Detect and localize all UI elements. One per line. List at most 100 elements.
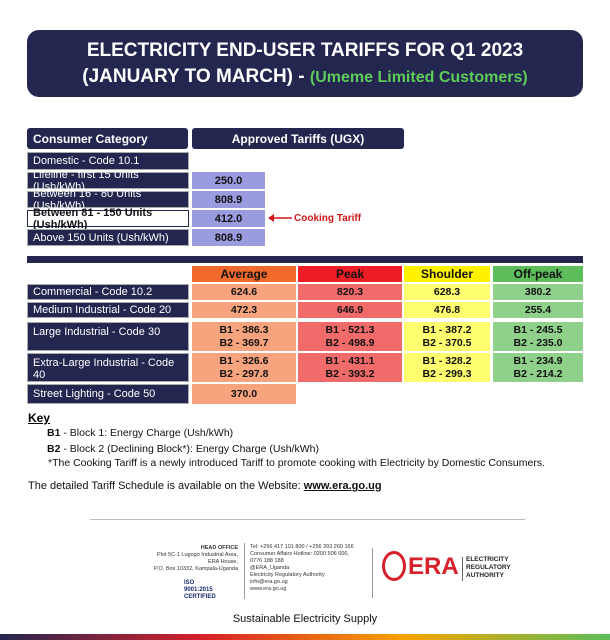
row-label: Medium Industrial - Code 20 (27, 302, 189, 318)
cell-line: B1 - 234.9 (513, 354, 563, 367)
cell-line: 476.8 (433, 303, 461, 316)
authority-line: REGULATORY (466, 564, 511, 571)
tariff-cell: 820.3 (298, 284, 402, 300)
cell-line: 628.3 (433, 285, 461, 298)
footer-divider (372, 548, 373, 598)
slogan: Sustainable Electricity Supply (232, 613, 378, 625)
website-line: The detailed Tariff Schedule is availabl… (28, 480, 382, 492)
cell-line: 255.4 (524, 303, 552, 316)
cell-line: B1 - 328.2 (422, 354, 472, 367)
tariff-cell: 380.2 (493, 284, 583, 300)
tariff-cell: 476.8 (404, 302, 490, 318)
cell-line: B2 - 235.0 (513, 336, 563, 349)
cell-line: B2 - 393.2 (325, 367, 375, 380)
logo-divider (462, 557, 463, 581)
key-text: - Block 1: Energy Charge (Ush/kWh) (63, 427, 234, 439)
authority-name: ELECTRICITY REGULATORY AUTHORITY (466, 556, 511, 580)
tariff-cell: B1 - 326.6 B2 - 297.8 (192, 353, 296, 382)
cell-line: B1 - 387.2 (422, 323, 472, 336)
iso-line: 9001:2015 (184, 587, 213, 593)
cell-line: B2 - 297.8 (219, 367, 269, 380)
section-label: Domestic - Code 10.1 (27, 152, 189, 170)
title-line1: ELECTRICITY END-USER TARIFFS FOR Q1 2023 (86, 40, 524, 61)
cell-line: 472.3 (230, 303, 258, 316)
arrow (268, 214, 292, 222)
title-highlight: (Umeme Limited Customers) (309, 69, 528, 86)
footer-divider (244, 543, 245, 599)
cell-line: B2 - 370.5 (422, 336, 472, 349)
tariff-value: 412.0 (192, 210, 265, 227)
key-title: Key (28, 411, 51, 425)
contacts: Tel: +256 417 101 800 / +256 393 260 166… (250, 544, 375, 593)
header-cell: Consumer Category (27, 128, 188, 149)
tariff-cell: B1 - 234.9 B2 - 214.2 (493, 353, 583, 382)
contact-line: Tel: +256 417 101 800 / +256 393 260 166 (250, 544, 354, 550)
row-label: Above 150 Units (Ush/kWh) (27, 229, 189, 246)
tariff-value: 808.9 (192, 191, 265, 208)
cell-line: 820.3 (336, 285, 364, 298)
iso-badge: ISO 9001:2015 CERTIFIED (184, 580, 216, 601)
cell-line: 646.9 (336, 303, 364, 316)
tariff-cell: 370.0 (192, 384, 296, 404)
annotation-text: Cooking Tariff (294, 212, 362, 224)
logo-text: ERA (408, 553, 459, 580)
column-header: Peak (298, 266, 402, 282)
title-line2: (JANUARY TO MARCH) - (Umeme Limited Cust… (27, 64, 583, 91)
key-item: B1 - Block 1: Energy Charge (Ush/kWh) (47, 425, 319, 441)
cell-line: B2 - 299.3 (422, 367, 472, 380)
row-label: Large Industrial - Code 30 (27, 322, 189, 351)
note: *The Cooking Tariff is a newly introduce… (48, 457, 546, 469)
website-link[interactable]: www.era.go.ug (303, 480, 382, 492)
address-line: HEAD OFFICE (200, 545, 238, 551)
row-label: Between 16 - 80 Units (Ush/kWh) (27, 188, 189, 212)
column-header: Shoulder (404, 266, 490, 282)
cell-line: B1 - 386.3 (219, 323, 269, 336)
cell-line: B1 - 326.6 (219, 354, 269, 367)
title-period: (JANUARY TO MARCH) - (82, 66, 305, 87)
contact-line: info@era.go.ug (250, 579, 288, 585)
divider-bar (27, 256, 583, 263)
contact-line: 0776 188 188 (250, 558, 284, 564)
tariff-cell: 472.3 (192, 302, 296, 318)
website-text: The detailed Tariff Schedule is availabl… (28, 480, 301, 492)
tariff-cell: 628.3 (404, 284, 490, 300)
cell-line: 370.0 (230, 387, 258, 400)
separator (90, 519, 525, 520)
contact-line: Electricity Regulatory Authority (250, 572, 325, 578)
key-code: B2 (47, 443, 61, 455)
key-item: B2 - Block 2 (Declining Block*): Energy … (47, 441, 319, 457)
address-line: ERA House, (208, 559, 238, 565)
contact-line: @ERA_Uganda (250, 565, 290, 571)
tariff-cell: 255.4 (493, 302, 583, 318)
column-header: Off-peak (493, 266, 583, 282)
iso-line: CERTIFIED (184, 594, 216, 600)
column-header: Average (192, 266, 296, 282)
cell-line: B2 - 214.2 (513, 367, 563, 380)
row-label: Commercial - Code 10.2 (27, 284, 189, 300)
title-box: ELECTRICITY END-USER TARIFFS FOR Q1 2023… (27, 30, 583, 97)
header-cell: Approved Tariffs (UGX) (192, 128, 404, 149)
cell-line: B1 - 521.3 (325, 323, 375, 336)
tariff-cell: B1 - 245.5 B2 - 235.0 (493, 322, 583, 351)
tariff-cell: 624.6 (192, 284, 296, 300)
authority-line: ELECTRICITY (466, 556, 509, 563)
tariff-cell: 646.9 (298, 302, 402, 318)
cell-line: 624.6 (230, 285, 258, 298)
cell-line: 380.2 (524, 285, 552, 298)
address-line: P.O. Box 10332, Kampala-Uganda (154, 566, 238, 572)
iso-line: ISO (184, 580, 195, 586)
row-label: Street Lighting - Code 50 (27, 384, 189, 404)
row-label: Lifeline - first 15 Units (Ush/kWh) (27, 169, 189, 193)
key-text: - Block 2 (Declining Block*): Energy Cha… (63, 443, 319, 455)
row-label: Between 81 - 150 Units (Ush/kWh) (27, 207, 189, 231)
tariff-value: 250.0 (192, 172, 265, 189)
authority-line: AUTHORITY (466, 572, 504, 579)
bottom-strip (0, 634, 610, 640)
contact-line: www.era.go.ug (250, 586, 287, 592)
address-line: Plot 5C-1 Lugogo Industrial Area, (156, 552, 238, 558)
tariff-cell: B1 - 328.2 B2 - 299.3 (404, 353, 490, 382)
contact-line: Consumer Affairs Hotline: 0200 506 000, (250, 551, 349, 557)
cell-line: B2 - 498.9 (325, 336, 375, 349)
tariff-cell: B1 - 387.2 B2 - 370.5 (404, 322, 490, 351)
